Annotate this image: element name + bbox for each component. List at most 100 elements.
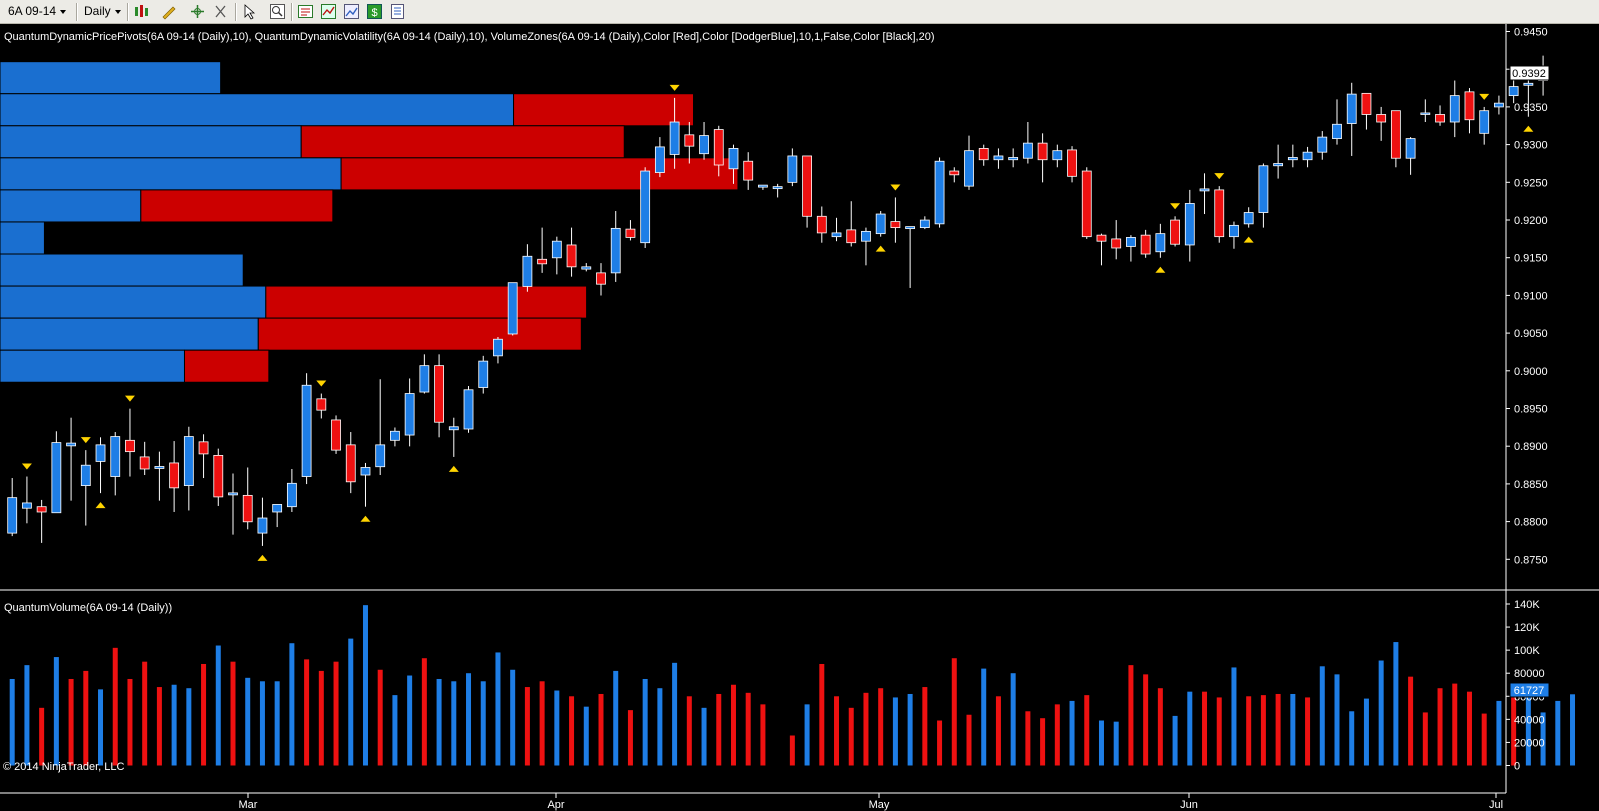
scissors-icon[interactable] (212, 3, 229, 20)
volume-zone-up (0, 157, 342, 191)
candle-up (1494, 102, 1504, 108)
toolbar: 6A 09-14 Daily $ (0, 0, 1599, 24)
candle-up (301, 384, 312, 477)
price-tick-label: 0.9300 (1514, 140, 1548, 152)
volume-bar (230, 661, 236, 766)
volume-axis[interactable]: 140K120K100K800006000040000200000 (1506, 599, 1545, 772)
volume-zone-down (513, 93, 695, 127)
candle-down (890, 221, 901, 229)
price-tick-label: 0.8750 (1514, 554, 1548, 566)
time-tick-label: May (869, 799, 890, 811)
volume-bar (760, 704, 766, 766)
candle-up (66, 442, 76, 447)
volume-bar (510, 669, 516, 766)
pivot-low-marker (448, 465, 459, 472)
candle-up (154, 466, 165, 469)
volume-bar (834, 696, 840, 766)
volume-bar (1010, 673, 1016, 766)
money-icon[interactable]: $ (366, 3, 383, 20)
chart-area[interactable]: 0.94500.94000.93500.93000.92500.92000.91… (0, 24, 1599, 811)
properties-icon[interactable] (389, 3, 406, 20)
volume-bar (1452, 683, 1458, 766)
pivot-low-marker (95, 502, 106, 509)
volume-bar (848, 707, 854, 766)
crosshair-icon[interactable] (189, 3, 206, 20)
data-box-icon[interactable] (297, 3, 314, 20)
candle-up (905, 226, 916, 230)
zoom-icon[interactable] (269, 3, 286, 20)
volume-zone-down (183, 349, 270, 383)
candle-up (875, 213, 886, 235)
candle-up (654, 146, 665, 173)
volume-bar (804, 704, 810, 766)
candle-down (125, 439, 135, 453)
volume-bar (701, 707, 707, 766)
strategies-icon[interactable] (343, 3, 360, 20)
volume-bar (613, 670, 619, 766)
pivot-high-marker (1479, 93, 1490, 100)
period-selector[interactable]: Daily (84, 3, 123, 20)
candle-down (684, 134, 695, 147)
volume-zone-down (265, 285, 588, 319)
volume-bar (9, 678, 15, 766)
pivot-low-marker (1155, 266, 1166, 273)
candle-down (36, 506, 47, 513)
bar-type-icon[interactable] (133, 3, 150, 20)
volume-tick-label: 100K (1514, 645, 1540, 657)
candle-down (802, 155, 812, 217)
pencil-icon[interactable] (160, 3, 177, 20)
volume-bar (1305, 697, 1311, 766)
volume-bar (686, 696, 692, 766)
candle-up (272, 504, 283, 513)
candle-up (1273, 163, 1284, 167)
candle-down (434, 365, 444, 423)
volume-bar (289, 643, 295, 766)
candle-up (787, 155, 798, 183)
volume-bar (318, 670, 324, 766)
volume-bar (657, 688, 663, 766)
volume-bar (730, 684, 736, 766)
pivot-high-marker (316, 380, 327, 387)
candle-up (22, 502, 32, 509)
candle-down (345, 444, 356, 483)
last-volume-label: 61727 (1514, 685, 1545, 697)
volume-bar (1069, 700, 1075, 766)
candle-up (1523, 82, 1534, 86)
volume-bar (1157, 688, 1163, 766)
candle-down (1140, 234, 1151, 255)
volume-bar (1437, 688, 1443, 766)
volume-bar (598, 693, 604, 766)
price-tick-label: 0.9050 (1514, 328, 1548, 340)
candle-down (713, 129, 724, 166)
svg-text:$: $ (371, 7, 377, 19)
candle-down (625, 228, 636, 238)
volume-bar (1246, 696, 1252, 766)
price-tick-label: 0.9100 (1514, 290, 1548, 302)
candle-up (404, 393, 415, 436)
volume-bar (53, 657, 59, 766)
candle-up (831, 232, 842, 238)
volume-bar (1054, 704, 1060, 766)
candle-up (1420, 112, 1431, 115)
volume-bar (466, 673, 472, 766)
candle-down (169, 462, 180, 489)
toolbar-separator (76, 3, 78, 21)
pivot-high-marker (1214, 173, 1225, 180)
volume-bar (642, 678, 648, 766)
volume-bar (480, 681, 486, 766)
candle-up (1405, 138, 1416, 159)
time-axis[interactable]: Mar Apr May Jun Jul (239, 793, 1504, 811)
pointer-icon[interactable] (241, 3, 258, 20)
volume-bars-layer (9, 605, 1576, 766)
candle-up (1184, 203, 1195, 246)
volume-bar (907, 693, 913, 766)
volume-bar (1275, 693, 1281, 766)
volume-zone-down (257, 317, 582, 351)
instrument-selector[interactable]: 6A 09-14 (8, 3, 68, 20)
pivot-signals-layer (21, 84, 1534, 561)
volume-bar (142, 661, 148, 766)
candle-up (758, 184, 768, 188)
candle-up (551, 240, 562, 259)
indicators-icon[interactable] (320, 3, 337, 20)
volume-bar (1202, 691, 1208, 766)
